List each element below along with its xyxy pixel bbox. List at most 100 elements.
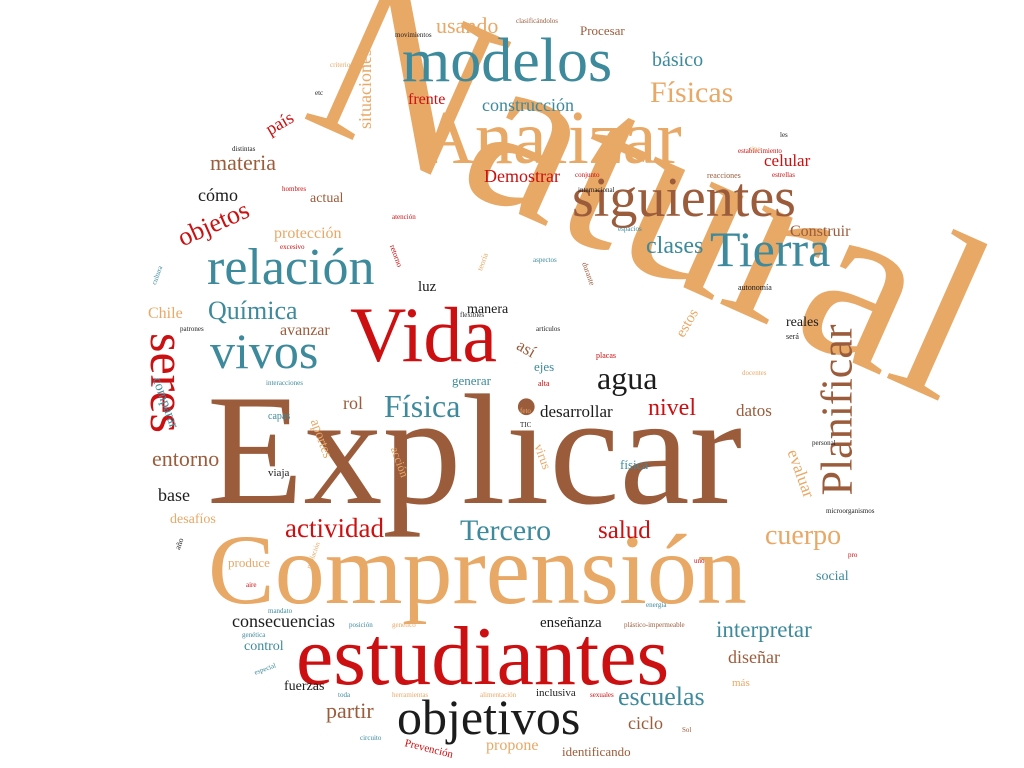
word-genetico: genético	[392, 621, 416, 629]
word-escuelas: escuelas	[618, 682, 705, 711]
word-flexibles: flexibles	[460, 311, 485, 319]
word-disenar: diseñar	[728, 647, 780, 667]
word-situaciones: situaciones	[354, 49, 375, 129]
word-actividad: actividad	[285, 513, 384, 543]
word-asi: así	[513, 335, 540, 362]
word-sera: será	[786, 332, 799, 341]
word-control: control	[244, 639, 284, 654]
word-criterios: criterios	[330, 61, 353, 69]
word-celular: celular	[764, 151, 811, 170]
word-herramientas: herramientas	[392, 691, 429, 699]
word-toda: toda	[338, 691, 351, 699]
word-avanzar: avanzar	[280, 322, 330, 339]
word-desarrollar: desarrollar	[540, 402, 613, 421]
word-interpretar: interpretar	[716, 617, 812, 642]
word-energia: energía	[646, 601, 667, 609]
word-salud: salud	[598, 517, 651, 544]
word-analizar: Analizar	[420, 96, 682, 180]
word-base: base	[158, 485, 190, 505]
word-distintas: distintas	[232, 145, 256, 153]
word-tipo: tipo	[750, 145, 761, 153]
word-establecimiento: establecimiento	[738, 147, 782, 155]
word-manera: manera	[467, 302, 509, 317]
word-plastico: plástico-impermeable	[624, 621, 685, 629]
word-planificar: Planificar	[812, 324, 862, 496]
word-autonomia: autonomía	[738, 283, 772, 292]
word-como: cómo	[198, 185, 238, 205]
word-explicar: Explicar	[207, 363, 743, 538]
word-desafios: desafíos	[170, 512, 216, 527]
word-consecuencias: consecuencias	[232, 611, 335, 631]
word-produce: produce	[228, 555, 270, 570]
word-luz: luz	[418, 279, 437, 295]
word-generar: generar	[452, 373, 491, 388]
word-conjunto: conjunto	[575, 171, 600, 179]
word-objetivos: objetivos	[397, 689, 581, 745]
word-inclusiva: inclusiva	[536, 687, 576, 699]
word-cuerpo: cuerpo	[765, 520, 842, 551]
word-les: les	[780, 131, 788, 139]
word-vida: Vida	[350, 291, 497, 378]
word-tercero: Tercero	[460, 514, 552, 547]
word-actual: actual	[310, 191, 344, 206]
word-datos: datos	[736, 401, 772, 420]
word-genetica: genética	[242, 631, 266, 639]
word-circuito: circuito	[360, 734, 382, 742]
word-proteccion: protección	[274, 225, 342, 242]
word-estrellas: estrellas	[772, 171, 795, 179]
word-construir: Construir	[790, 223, 851, 240]
word-personal: personal	[812, 439, 836, 447]
word-identificando: identificando	[562, 744, 631, 759]
word-docentes: docentes	[742, 369, 767, 377]
word-fuerzas: fuerzas	[284, 679, 325, 694]
word-tierra: Tierra	[710, 221, 831, 277]
word-ciclo: ciclo	[628, 713, 663, 733]
word-reales: reales	[786, 315, 819, 330]
word-aspectos: aspectos	[533, 256, 557, 264]
word-espacios: espacios	[618, 225, 642, 233]
word-posicion: posición	[349, 621, 373, 629]
word-quimica: Química	[208, 296, 298, 325]
word-frente: frente	[408, 91, 446, 108]
word-ejes: ejes	[534, 359, 555, 374]
word-mas: más	[732, 677, 750, 689]
word-viaja: viaja	[268, 467, 290, 479]
word-excesivo: excesivo	[280, 243, 305, 251]
word-pro: pro	[848, 551, 858, 559]
word-social: social	[816, 569, 849, 584]
word-internacional: internacional	[578, 186, 615, 194]
word-clasificandolos: clasificándolos	[516, 17, 558, 25]
word-movimientos: movimientos	[395, 31, 432, 39]
word-procesar: Procesar	[580, 23, 625, 38]
word-basico: básico	[652, 49, 704, 71]
word-microorganismos: microorganismos	[826, 507, 875, 515]
word-ano: año	[173, 536, 186, 551]
word-demostrar: Demostrar	[484, 166, 560, 186]
word-fisica-lower: física	[620, 457, 649, 472]
word-comprension: Comprensión	[208, 514, 747, 625]
word-patrones: patrones	[180, 325, 204, 333]
word-modelos: modelos	[402, 27, 613, 95]
word-relacion: relación	[207, 239, 375, 296]
word-agua: agua	[597, 360, 658, 396]
word-ensenanza: enseñanza	[540, 615, 602, 631]
word-tic: TIC	[520, 421, 532, 429]
word-vivos: vivos	[210, 323, 319, 379]
word-usando: usando	[436, 13, 499, 38]
word-siguientes: siguientes	[572, 167, 796, 229]
word-nivel: nivel	[648, 395, 696, 421]
word-rol: rol	[343, 393, 363, 413]
word-sol: Sol	[682, 726, 692, 734]
word-atencion: atención	[392, 213, 416, 221]
word-construccion: construcción	[482, 95, 574, 115]
word-fisica: Física	[384, 388, 461, 424]
word-mandato: mandato	[268, 607, 293, 615]
word-uno: uno	[694, 557, 705, 565]
word-aire: aire	[246, 581, 257, 589]
word-chile: Chile	[148, 305, 183, 322]
word-alimentacion: alimentación	[480, 691, 517, 699]
word-hombres: hombres	[282, 185, 307, 193]
word-fisicas: Físicas	[650, 76, 734, 109]
word-teoria: teoría	[475, 251, 490, 272]
